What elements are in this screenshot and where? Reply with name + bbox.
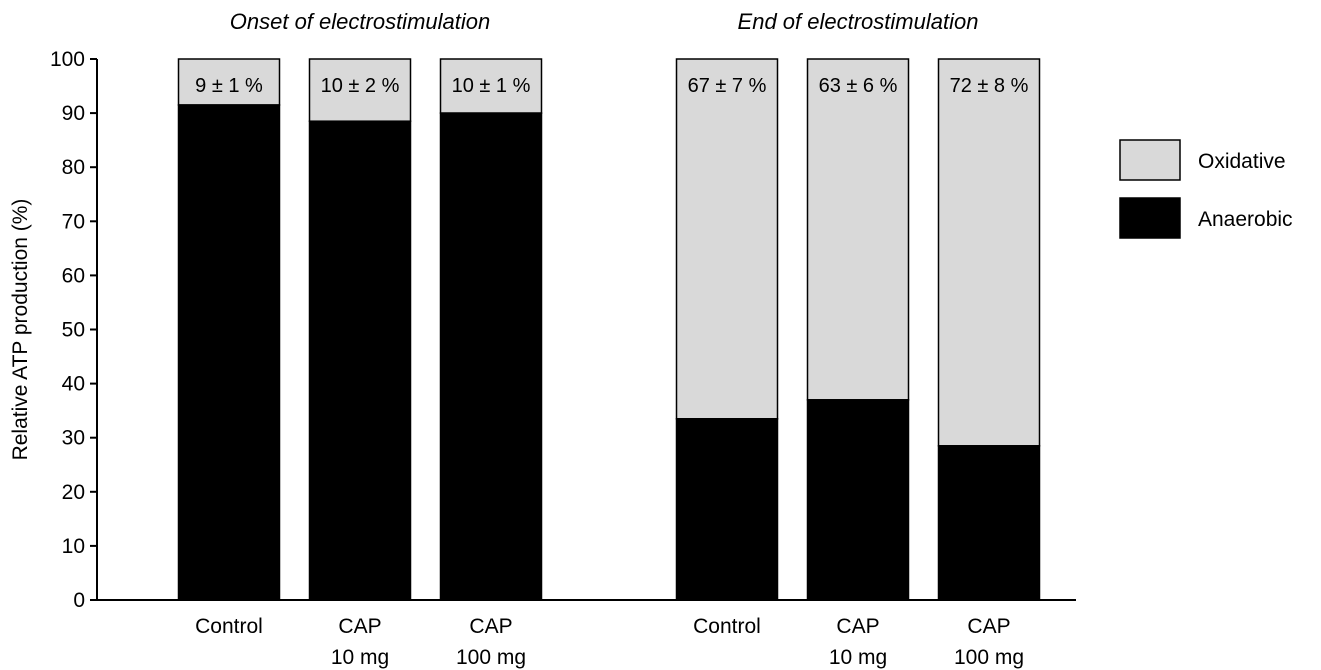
y-tick-label: 20 bbox=[62, 481, 85, 504]
x-category-label: 10 mg bbox=[829, 646, 887, 669]
bar-data-label: 9 ± 1 % bbox=[195, 75, 263, 97]
legend-swatch bbox=[1119, 197, 1181, 239]
y-tick-label: 50 bbox=[62, 319, 85, 342]
group-title: End of electrostimulation bbox=[738, 9, 979, 34]
bar-oxidative bbox=[177, 58, 281, 106]
bar-anaerobic bbox=[675, 418, 779, 601]
legend: Oxidative Anaerobic bbox=[1119, 139, 1293, 239]
y-tick-label: 80 bbox=[62, 156, 85, 179]
bar-oxidative bbox=[937, 58, 1041, 447]
legend-label: Oxidative bbox=[1198, 150, 1286, 173]
bar-oxidative bbox=[439, 58, 543, 114]
bar-anaerobic bbox=[439, 112, 543, 601]
bar-oxidative bbox=[675, 58, 779, 420]
y-axis: 0 10 20 30 40 50 60 70 80 90 100 Relative ATP produ… bbox=[9, 48, 1076, 612]
bar-data-label: 72 ± 8 % bbox=[950, 75, 1029, 97]
bar-anaerobic bbox=[177, 104, 281, 601]
bar-anaerobic bbox=[806, 399, 910, 601]
labels: Onset of electrostimulation 9 ± 1 % Contro… bbox=[195, 9, 1028, 669]
x-category-label: 10 mg bbox=[331, 646, 389, 669]
x-category-label: Control bbox=[693, 615, 761, 638]
bars bbox=[177, 58, 1041, 601]
y-tick-label: 60 bbox=[62, 264, 85, 287]
bar-oxidative bbox=[806, 58, 910, 401]
bar-data-label: 67 ± 7 % bbox=[688, 75, 767, 97]
y-tick-label: 90 bbox=[62, 102, 85, 125]
y-tick-label: 40 bbox=[62, 373, 85, 396]
y-tick-label: 70 bbox=[62, 210, 85, 233]
bar-anaerobic bbox=[308, 120, 412, 601]
y-tick-label: 0 bbox=[73, 589, 85, 612]
bar-data-label: 63 ± 6 % bbox=[819, 75, 898, 97]
x-category-label: Control bbox=[195, 615, 263, 638]
y-tick-label: 30 bbox=[62, 427, 85, 450]
y-tick-label: 10 bbox=[62, 535, 85, 558]
bar-data-label: 10 ± 1 % bbox=[452, 75, 531, 97]
x-category-label: 100 mg bbox=[954, 646, 1024, 669]
x-category-label: CAP bbox=[338, 615, 381, 638]
y-tick-label: 100 bbox=[50, 48, 85, 71]
legend-label: Anaerobic bbox=[1198, 208, 1293, 231]
bar-data-label: 10 ± 2 % bbox=[321, 75, 400, 97]
x-category-label: CAP bbox=[469, 615, 512, 638]
x-category-label: 100 mg bbox=[456, 646, 526, 669]
y-axis-title: Relative ATP production (%) bbox=[9, 199, 32, 461]
group-title: Onset of electrostimulation bbox=[230, 9, 490, 34]
legend-swatch bbox=[1119, 139, 1181, 181]
bar-anaerobic bbox=[937, 445, 1041, 601]
x-category-label: CAP bbox=[967, 615, 1010, 638]
x-category-label: CAP bbox=[836, 615, 879, 638]
